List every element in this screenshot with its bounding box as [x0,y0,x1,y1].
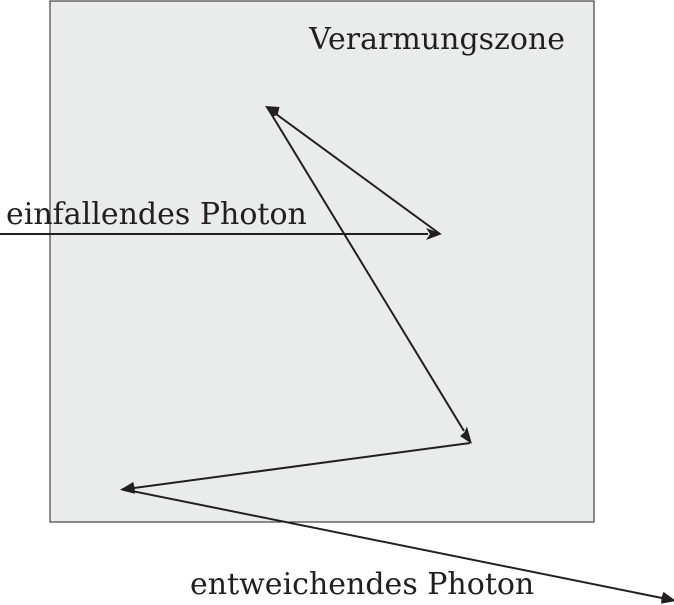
escaping-photon-label: entweichendes Photon [190,567,534,602]
arrowhead-icon [661,591,674,604]
depletion-zone [49,0,595,523]
arrowhead-icon [460,426,472,444]
reflection-ray-2 [266,106,472,444]
incident-photon-label: einfallendes Photon [6,197,307,232]
arrowhead-icon [426,228,442,240]
incident-ray [0,228,442,240]
escaping-ray [121,488,674,604]
depletion-zone-label: Verarmungszone [308,22,565,57]
